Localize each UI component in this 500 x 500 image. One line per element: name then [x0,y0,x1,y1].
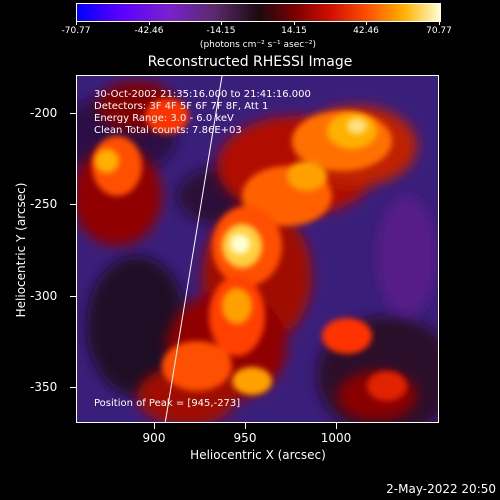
x-tick-label: 900 [142,431,166,445]
colorbar-tick-label: -42.46 [134,26,164,36]
y-tick-label: -200 [30,106,58,120]
colorbar-tick-label: 14.15 [281,26,307,36]
timestamp-footer: 2-May-2022 20:50 [386,482,496,496]
x-tick [336,423,337,429]
x-tick [154,423,155,429]
y-axis-title: Heliocentric Y (arcsec) [14,182,28,318]
y-tick [70,113,76,114]
colorbar-tick [76,21,77,25]
info-time: 30-Oct-2002 21:35:16.000 to 21:41:16.000 [94,89,311,100]
info-clean: Clean Total counts: 7.86E+03 [94,125,242,136]
x-axis-title: Heliocentric X (arcsec) [190,448,326,462]
colorbar-tick-label: 70.77 [426,26,452,36]
colorbar-tick-label: -14.15 [206,26,236,36]
y-tick-label: -350 [30,380,58,394]
colorbar-tick-label: 42.46 [353,26,379,36]
x-tick-label: 950 [233,431,257,445]
image-title: Reconstructed RHESSI Image [147,54,353,70]
colorbar-units: (photons cm⁻² s⁻¹ asec⁻²) [199,40,317,50]
colorbar-tick [221,21,222,25]
colorbar [76,3,441,22]
colorbar-tick [294,21,295,25]
colorbar-tick-label: -70.77 [61,26,91,36]
limb-line [164,76,223,422]
colorbar-tick [149,21,150,25]
x-tick [245,423,246,429]
y-tick [70,387,76,388]
colorbar-tick [366,21,367,25]
y-tick-label: -300 [30,289,58,303]
x-tick-label: 1000 [320,431,352,445]
info-detectors: Detectors: 3F 4F 5F 6F 7F 8F, Att 1 [94,101,269,112]
y-tick [70,204,76,205]
colorbar-tick [439,21,440,25]
info-energy: Energy Range: 3.0 - 6.0 keV [94,113,234,124]
rhessi-image [76,75,439,423]
y-tick [70,296,76,297]
y-tick-label: -250 [30,197,58,211]
info-peak: Position of Peak = [945,-273] [94,398,241,409]
rhessi-image-map [77,76,438,422]
